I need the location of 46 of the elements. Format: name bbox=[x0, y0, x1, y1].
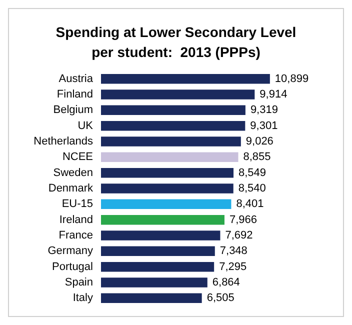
data-label: 7,348 bbox=[220, 245, 248, 258]
bar bbox=[101, 168, 234, 178]
bar bbox=[101, 90, 255, 100]
y-tick-label: EU-15 bbox=[62, 198, 93, 210]
bar bbox=[101, 246, 215, 256]
y-tick-label: UK bbox=[78, 120, 94, 132]
y-tick-label: Austria bbox=[58, 72, 94, 85]
y-tick-label: NCEE bbox=[62, 151, 93, 164]
y-tick-label: Finland bbox=[56, 88, 93, 100]
data-label: 8,401 bbox=[236, 198, 264, 210]
y-tick-label: Sweden bbox=[53, 166, 93, 179]
bar bbox=[101, 120, 246, 131]
bar bbox=[101, 262, 214, 272]
bar bbox=[101, 105, 246, 116]
bar bbox=[101, 293, 202, 304]
y-tick-label: Italy bbox=[72, 292, 94, 304]
bar bbox=[101, 214, 224, 225]
data-label: 7,966 bbox=[229, 214, 258, 226]
bar bbox=[101, 184, 234, 194]
data-label: 7,295 bbox=[219, 260, 247, 273]
y-tick-label: Ireland bbox=[59, 214, 93, 226]
chart-title: Spending at Lower Secondary Level per student: 2013 (PPPs) bbox=[56, 24, 296, 60]
bar bbox=[101, 152, 238, 162]
bar bbox=[101, 230, 220, 240]
y-tick-label: Denmark bbox=[48, 182, 94, 194]
data-label: 10,899 bbox=[274, 72, 309, 85]
data-label: 9,301 bbox=[250, 120, 278, 132]
data-label: 8,549 bbox=[238, 166, 266, 179]
y-tick-label: Germany bbox=[48, 245, 94, 258]
bar bbox=[101, 199, 232, 210]
bar bbox=[101, 278, 208, 288]
data-label: 6,864 bbox=[212, 276, 240, 288]
y-tick-label: Portugal bbox=[52, 260, 93, 273]
bar bbox=[101, 74, 270, 84]
y-tick-label: Spain bbox=[64, 276, 93, 288]
data-label: 6,505 bbox=[206, 292, 234, 304]
y-tick-label: Netherlands bbox=[34, 136, 94, 148]
y-tick-label: Belgium bbox=[53, 104, 93, 116]
bar bbox=[101, 136, 241, 146]
y-tick-label: France bbox=[58, 230, 93, 242]
data-label: 8,540 bbox=[238, 182, 266, 194]
data-label: 9,026 bbox=[246, 136, 274, 148]
data-label: 7,692 bbox=[225, 230, 253, 242]
data-label: 8,855 bbox=[243, 151, 271, 164]
data-label: 9,319 bbox=[250, 104, 278, 116]
data-label: 9,914 bbox=[260, 88, 288, 100]
